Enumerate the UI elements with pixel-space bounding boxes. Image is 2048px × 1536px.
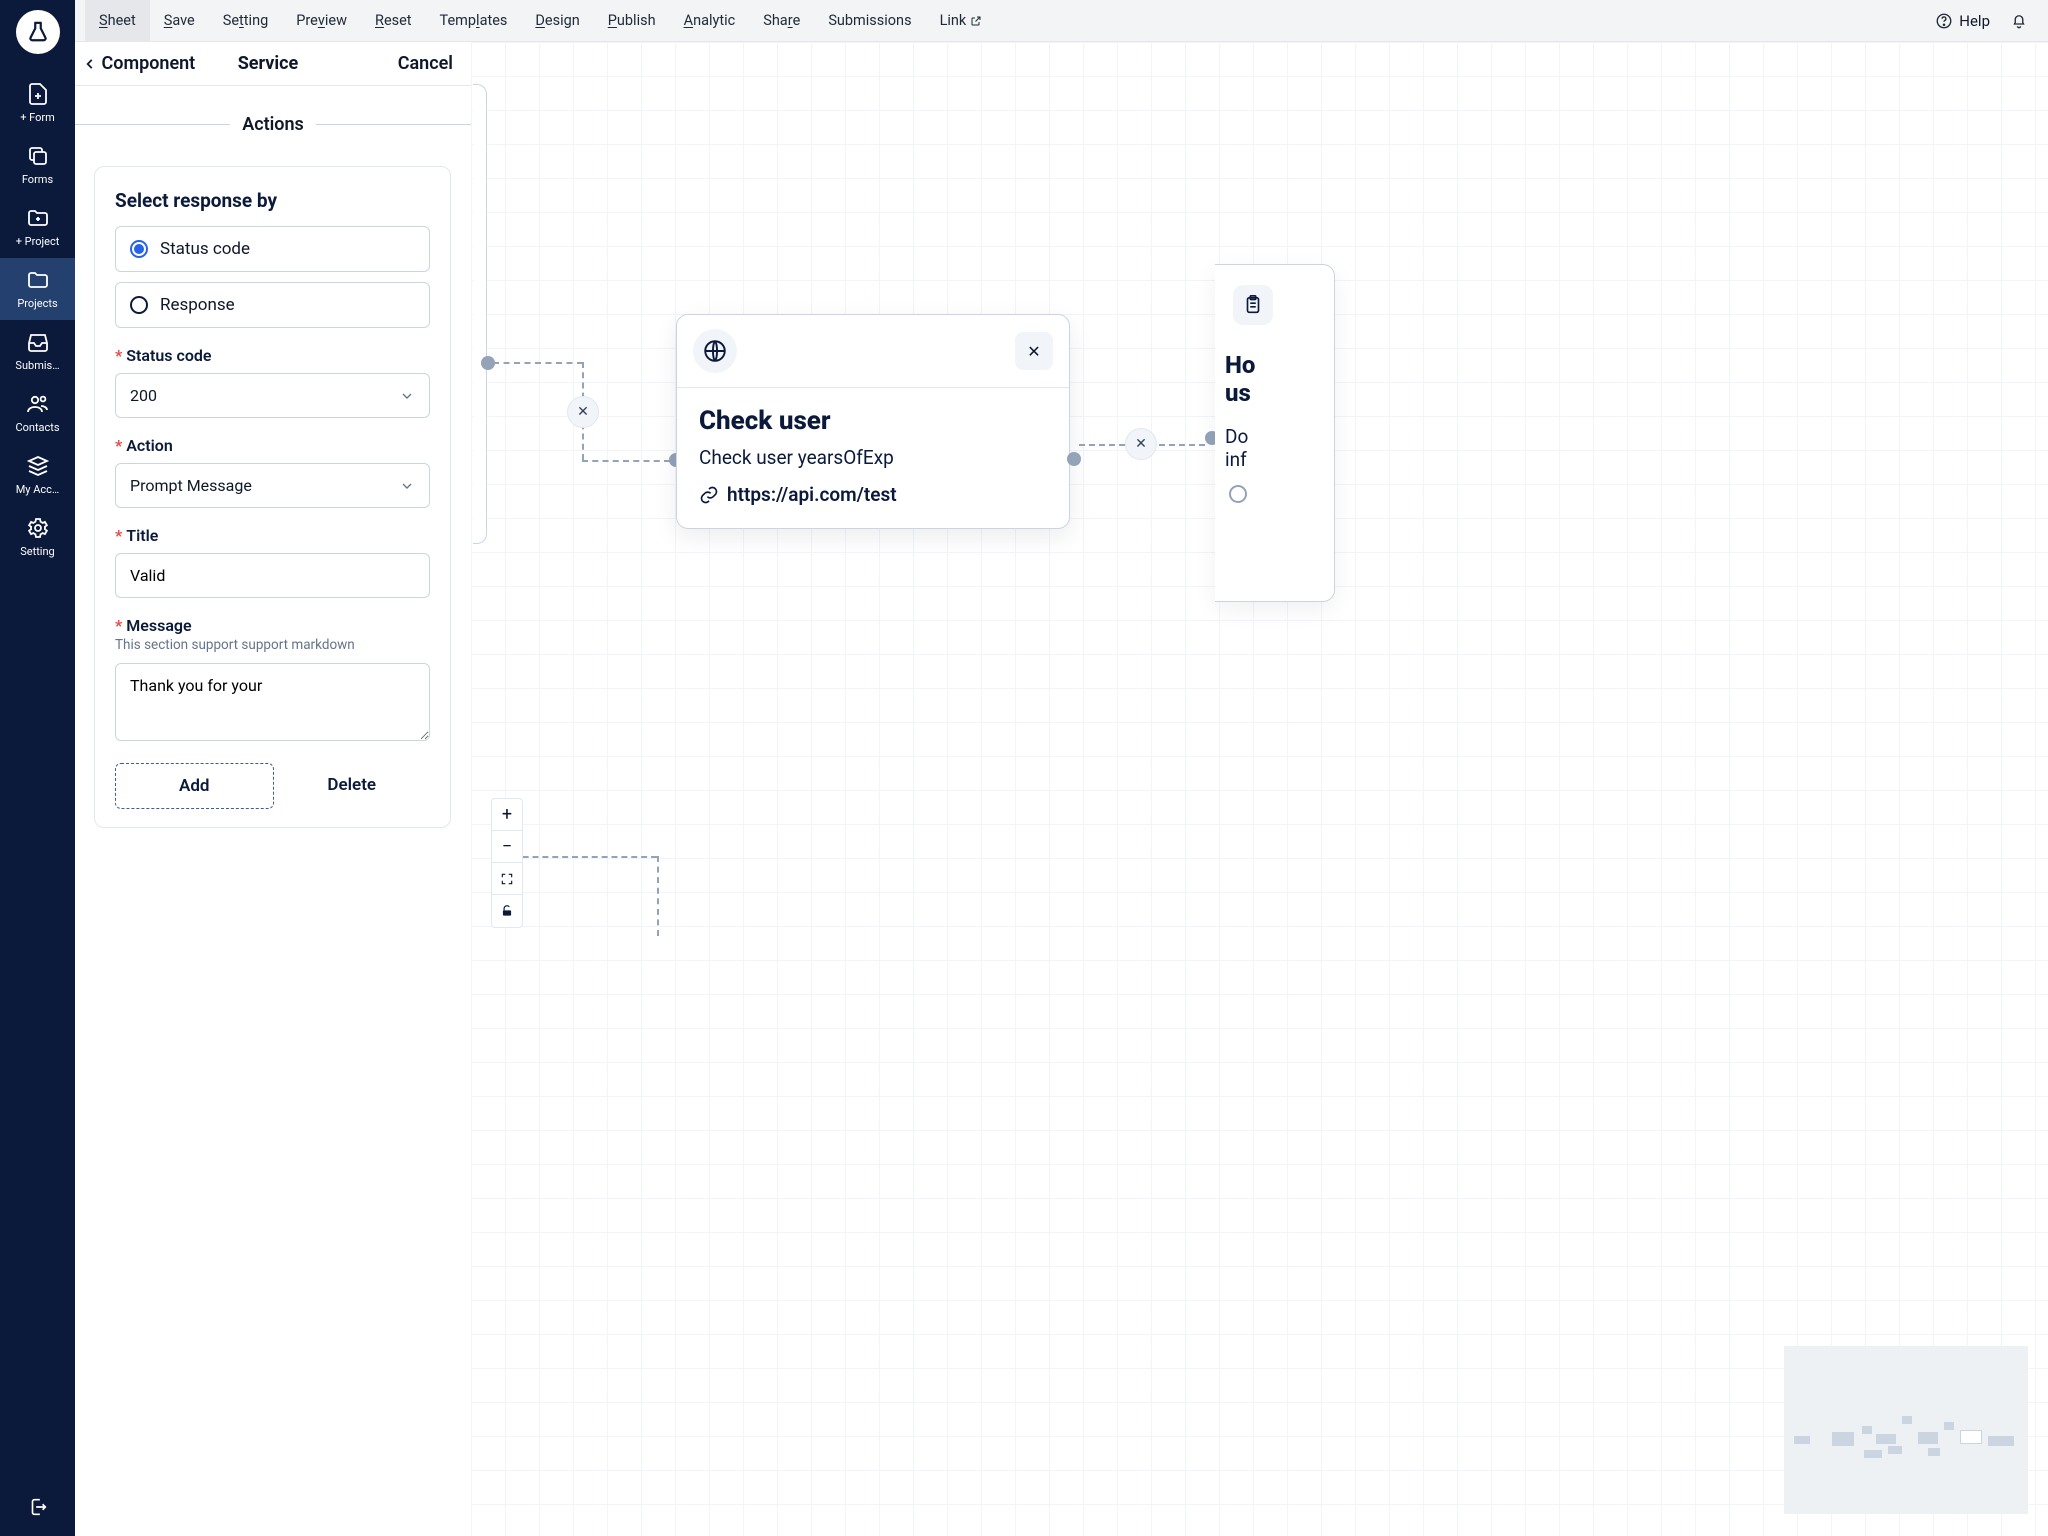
node-subtitle: Check user yearsOfExp (699, 446, 1047, 469)
external-link-icon (970, 15, 982, 27)
left-nav: + Form Forms + Project Projects Submis… … (0, 0, 75, 1536)
nav-logout[interactable] (0, 1478, 75, 1536)
menu-setting[interactable]: Setting (209, 0, 282, 42)
status-code-label: Status code (115, 346, 430, 365)
nav-setting[interactable]: Setting (0, 506, 75, 568)
help-icon (1935, 12, 1953, 30)
menu-publish[interactable]: Publish (594, 0, 670, 42)
edge-line (657, 856, 659, 936)
menu-save[interactable]: Save (150, 0, 209, 42)
copy-icon (26, 144, 50, 168)
menu-link[interactable]: Link (926, 0, 996, 42)
users-icon (26, 392, 50, 416)
menu-reset[interactable]: Reset (361, 0, 426, 42)
response-panel: Select response by Status code Response … (94, 166, 451, 828)
actions-divider: Actions (75, 114, 471, 135)
message-label: Message (115, 616, 430, 635)
nav-submissions[interactable]: Submis… (0, 320, 75, 382)
radio-icon (1229, 485, 1247, 503)
delete-button[interactable]: Delete (274, 763, 431, 809)
menu-notifications[interactable] (2000, 12, 2038, 30)
edge-delete-button[interactable]: ✕ (567, 396, 599, 428)
clipboard-icon (1233, 285, 1273, 325)
back-button[interactable]: Component (75, 53, 206, 74)
nav-forms[interactable]: Forms (0, 134, 75, 196)
globe-icon (693, 329, 737, 373)
minimap[interactable] (1784, 1346, 2028, 1514)
menu-share[interactable]: Share (749, 0, 814, 42)
flow-node-check-user[interactable]: ✕ Check user Check user yearsOfExp https… (676, 314, 1070, 529)
lock-toggle-button[interactable] (492, 895, 522, 927)
cancel-button[interactable]: Cancel (330, 53, 471, 74)
chevron-down-icon (399, 388, 415, 404)
zoom-in-button[interactable]: + (492, 799, 522, 831)
menu-design[interactable]: Design (521, 0, 593, 42)
nav-my-account[interactable]: My Acc… (0, 444, 75, 506)
add-button[interactable]: Add (115, 763, 274, 809)
node-edge-left (473, 84, 487, 544)
flow-node-partial[interactable]: Ho us Do inf (1215, 264, 1335, 602)
inbox-icon (26, 330, 50, 354)
menu-sheet[interactable]: Sheet (85, 0, 150, 42)
panel-title: Service (206, 53, 329, 74)
fit-view-button[interactable] (492, 863, 522, 895)
edge-delete-button[interactable]: ✕ (1125, 428, 1157, 460)
connector-dot[interactable] (1067, 452, 1081, 466)
radio-icon (130, 296, 148, 314)
folder-icon (26, 268, 50, 292)
title-label: Title (115, 526, 430, 545)
radio-icon (130, 240, 148, 258)
node-title: Check user (699, 406, 1047, 436)
message-textarea[interactable] (115, 663, 430, 741)
bell-icon (2010, 12, 2028, 30)
chevron-left-icon (83, 57, 97, 71)
link-icon (699, 485, 719, 505)
zoom-out-button[interactable]: − (492, 831, 522, 863)
title-input[interactable] (115, 553, 430, 598)
edge-line (493, 362, 583, 364)
action-label: Action (115, 436, 430, 455)
edge-line (582, 460, 670, 462)
nav-contacts[interactable]: Contacts (0, 382, 75, 444)
menu-analytic[interactable]: Analytic (670, 0, 750, 42)
status-code-select[interactable]: 200 (115, 373, 430, 418)
logout-icon (27, 1496, 49, 1518)
menu-submissions[interactable]: Submissions (814, 0, 925, 42)
folder-plus-icon (26, 206, 50, 230)
response-heading: Select response by (115, 189, 430, 212)
gear-icon (26, 516, 50, 540)
radio-response[interactable]: Response (115, 282, 430, 328)
menu-help[interactable]: Help (1925, 12, 2000, 30)
menu-templates[interactable]: Templates (426, 0, 522, 42)
message-hint: This section support support markdown (115, 637, 430, 653)
unlock-icon (500, 904, 514, 918)
stack-icon (26, 454, 50, 478)
file-plus-icon (26, 82, 50, 106)
actions-label: Actions (230, 114, 316, 135)
flow-canvas[interactable]: ✕ ✕ Check user Check user yearsOfExp htt… (471, 42, 2048, 1536)
node-close-button[interactable]: ✕ (1015, 332, 1053, 370)
app-logo[interactable] (16, 10, 60, 54)
action-select[interactable]: Prompt Message (115, 463, 430, 508)
top-menu: Sheet Save Setting Preview Reset Templat… (75, 0, 2048, 42)
panel-header: Component Service Cancel (75, 42, 471, 86)
zoom-controls: + − (491, 798, 523, 928)
node-url: https://api.com/test (699, 483, 1047, 506)
nav-projects[interactable]: Projects (0, 258, 75, 320)
radio-status-code[interactable]: Status code (115, 226, 430, 272)
nav-new-project[interactable]: + Project (0, 196, 75, 258)
menu-preview[interactable]: Preview (282, 0, 361, 42)
chevron-down-icon (399, 478, 415, 494)
expand-icon (500, 872, 514, 886)
nav-new-form[interactable]: + Form (0, 72, 75, 134)
